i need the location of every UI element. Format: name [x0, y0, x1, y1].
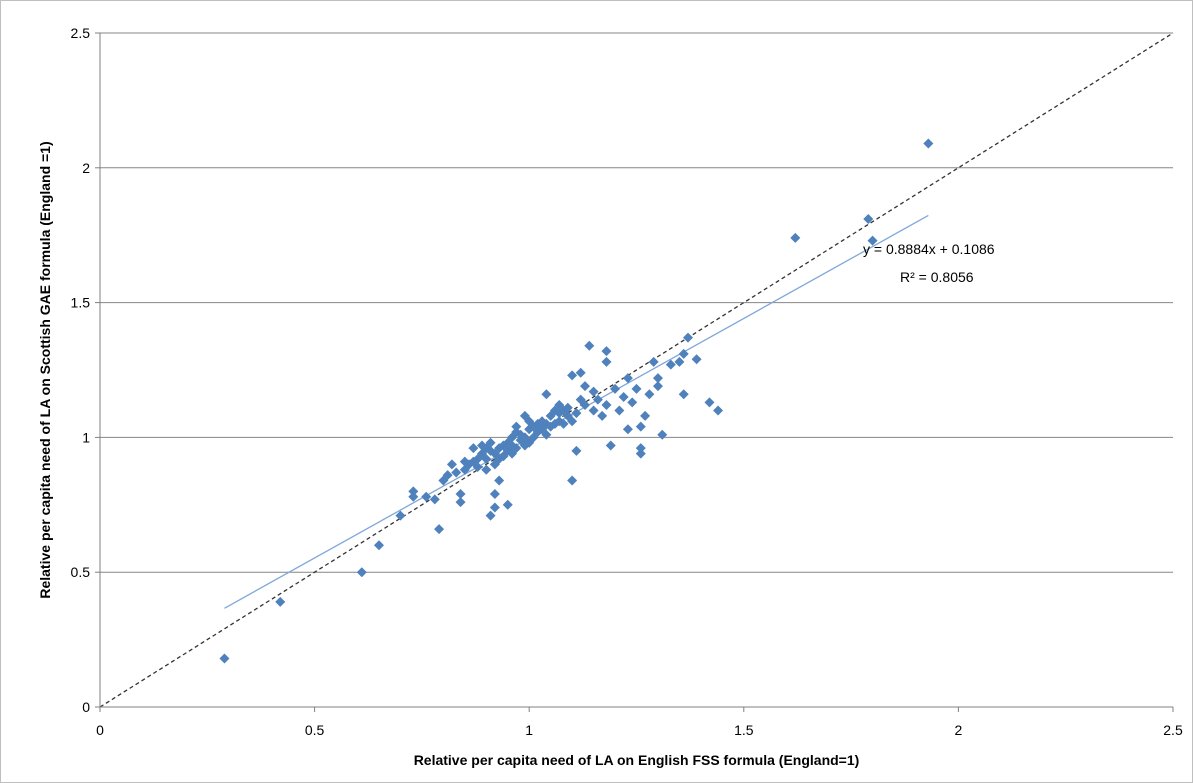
x-axis-title: Relative per capita need of LA on Englis…	[414, 752, 860, 768]
data-point	[691, 354, 702, 365]
data-point	[790, 232, 801, 243]
y-tick-label: 0	[82, 699, 90, 715]
data-point	[631, 383, 642, 394]
y-tick-label: 0.5	[71, 564, 91, 580]
data-point	[219, 653, 230, 664]
data-point	[275, 596, 286, 607]
data-point	[584, 340, 595, 351]
data-point	[408, 486, 419, 497]
data-point	[485, 437, 496, 448]
y-tick-label: 1	[82, 429, 90, 445]
data-point	[575, 367, 586, 378]
data-point	[541, 429, 552, 440]
data-point	[648, 356, 659, 367]
data-point	[373, 540, 384, 551]
data-point	[635, 421, 646, 432]
data-point	[455, 497, 466, 508]
data-point	[567, 475, 578, 486]
data-point	[588, 386, 599, 397]
data-point	[562, 402, 573, 413]
data-point	[588, 405, 599, 416]
data-point	[481, 464, 492, 475]
data-point	[451, 467, 462, 478]
trendline-equation-label: y = 0.8884x + 0.1086	[863, 241, 995, 257]
data-point	[683, 332, 694, 343]
data-point	[481, 453, 492, 464]
x-tick-label: 0	[96, 722, 104, 738]
x-tick-label: 1	[525, 722, 533, 738]
data-point	[356, 567, 367, 578]
data-point	[622, 424, 633, 435]
y-tick-label: 1.5	[71, 295, 91, 311]
data-points	[219, 138, 934, 664]
data-point	[472, 462, 483, 473]
data-point	[579, 381, 590, 392]
x-tick-label: 1.5	[734, 722, 754, 738]
trendline-r2-label: R² = 0.8056	[900, 269, 974, 285]
data-point	[567, 370, 578, 381]
data-point	[618, 391, 629, 402]
data-point	[502, 499, 513, 510]
data-point	[614, 405, 625, 416]
data-point	[511, 443, 522, 454]
x-tick-labels: 0 0.5 1 1.5 2 2.5	[96, 707, 1183, 738]
data-point	[592, 394, 603, 405]
data-point	[678, 348, 689, 359]
data-point	[610, 383, 621, 394]
data-point	[489, 502, 500, 513]
data-point	[674, 356, 685, 367]
data-point	[421, 491, 432, 502]
data-point	[597, 410, 608, 421]
x-tick-label: 0.5	[305, 722, 325, 738]
data-point	[657, 429, 668, 440]
data-point	[601, 346, 612, 357]
data-point	[579, 400, 590, 411]
y-tick-label: 2.5	[71, 25, 91, 41]
data-point	[652, 373, 663, 384]
data-point	[455, 489, 466, 500]
x-tick-label: 2	[955, 722, 963, 738]
data-point	[622, 373, 633, 384]
data-point	[468, 443, 479, 454]
data-point	[678, 389, 689, 400]
data-point	[635, 443, 646, 454]
data-point	[665, 359, 676, 370]
data-point	[395, 510, 406, 521]
data-point	[446, 459, 457, 470]
data-point	[429, 494, 440, 505]
data-point	[640, 410, 651, 421]
data-point	[644, 389, 655, 400]
data-point	[923, 138, 934, 149]
y-axis-title: Relative per capita need of LA on Scotti…	[37, 141, 53, 598]
y-tick-labels: 0 0.5 1 1.5 2 2.5	[71, 25, 100, 715]
data-point	[713, 405, 724, 416]
data-point	[652, 381, 663, 392]
data-point	[635, 448, 646, 459]
data-point	[485, 510, 496, 521]
data-point	[567, 416, 578, 427]
data-point	[489, 489, 500, 500]
data-point	[558, 418, 569, 429]
data-point	[571, 445, 582, 456]
data-point	[605, 440, 616, 451]
data-point	[434, 524, 445, 535]
data-point	[867, 235, 878, 246]
data-point	[601, 400, 612, 411]
data-point	[494, 475, 505, 486]
data-point	[863, 214, 874, 225]
data-point	[627, 397, 638, 408]
data-point	[511, 421, 522, 432]
data-point	[704, 397, 715, 408]
data-point	[408, 491, 419, 502]
reference-diagonal-line	[99, 32, 1174, 708]
data-point	[442, 470, 453, 481]
gridlines	[100, 32, 1173, 573]
data-point	[541, 389, 552, 400]
x-tick-label: 2.5	[1163, 722, 1183, 738]
y-tick-label: 2	[82, 160, 90, 176]
data-point	[571, 408, 582, 419]
data-point	[601, 356, 612, 367]
